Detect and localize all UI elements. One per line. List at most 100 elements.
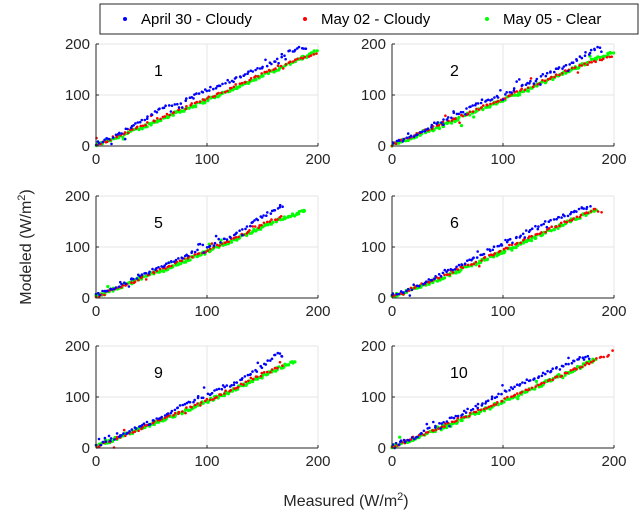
data-point-blue <box>521 381 524 384</box>
data-point-blue <box>540 223 543 227</box>
data-point-green <box>457 115 461 119</box>
data-point-blue <box>206 392 210 396</box>
data-point-blue <box>107 137 111 141</box>
data-point-red <box>193 253 197 256</box>
data-point-blue <box>551 367 554 371</box>
data-point-blue <box>234 76 238 79</box>
y-tick-label: 200 <box>361 36 386 53</box>
data-point-blue <box>504 238 507 242</box>
data-point-blue <box>578 55 582 58</box>
data-point-blue <box>560 216 563 219</box>
data-point-red <box>315 52 318 55</box>
data-point-red <box>294 58 297 62</box>
data-point-red <box>510 395 513 399</box>
data-point-blue <box>288 49 292 52</box>
data-point-blue <box>434 275 437 278</box>
data-point-blue <box>566 214 570 218</box>
data-point-green <box>454 271 458 275</box>
data-point-blue <box>584 355 587 359</box>
data-point-red <box>130 281 133 284</box>
data-point-red <box>508 243 511 247</box>
data-point-blue <box>474 102 478 105</box>
data-point-blue <box>491 248 495 252</box>
data-point-green <box>203 101 207 105</box>
data-point-red <box>610 55 613 58</box>
data-point-red <box>559 221 563 225</box>
data-point-blue <box>232 383 236 387</box>
data-point-red <box>483 255 487 259</box>
data-point-red <box>534 385 537 388</box>
data-point-blue <box>430 278 434 282</box>
data-point-red <box>489 102 492 106</box>
data-point-blue <box>497 392 500 396</box>
data-point-red <box>248 229 251 232</box>
data-point-red <box>106 140 109 144</box>
data-point-red <box>141 124 145 128</box>
data-point-blue <box>212 244 216 247</box>
data-point-red <box>260 371 264 375</box>
data-point-red <box>279 215 283 218</box>
data-point-blue <box>434 424 437 428</box>
data-point-blue <box>453 268 457 271</box>
data-point-red <box>519 241 522 245</box>
data-point-red <box>520 390 524 394</box>
data-point-blue <box>98 293 102 297</box>
data-point-blue <box>304 47 308 50</box>
panel-6: 0 100 200 0 100 200 6 <box>361 188 627 320</box>
data-point-red <box>177 108 181 111</box>
data-point-blue <box>515 235 518 239</box>
data-point-blue <box>226 78 229 82</box>
data-point-blue <box>264 58 267 62</box>
data-point-blue <box>221 384 225 387</box>
data-point-blue <box>596 45 599 49</box>
data-point-blue <box>471 104 475 107</box>
data-point-blue <box>410 288 414 292</box>
data-point-red <box>585 361 589 365</box>
data-point-green <box>194 104 198 108</box>
data-point-red <box>443 425 446 428</box>
data-point-blue <box>251 220 254 224</box>
data-point-blue <box>256 67 259 70</box>
data-point-red <box>523 88 527 92</box>
data-point-blue <box>409 134 413 138</box>
data-point-blue <box>489 249 492 253</box>
data-point-blue <box>515 80 518 83</box>
data-point-blue <box>525 378 529 382</box>
x-tick-label: 0 <box>92 303 100 320</box>
data-point-blue <box>160 265 163 268</box>
data-point-blue <box>585 205 589 209</box>
data-point-red <box>594 60 597 64</box>
data-point-blue <box>229 236 232 239</box>
data-point-blue <box>190 250 194 253</box>
data-point-blue <box>498 244 501 248</box>
data-point-blue <box>508 389 511 392</box>
data-point-blue <box>533 377 536 380</box>
data-point-blue <box>446 116 450 119</box>
data-point-red <box>470 263 473 266</box>
y-tick-label: 100 <box>65 87 90 104</box>
data-point-red <box>554 73 558 76</box>
data-point-green <box>274 69 278 73</box>
data-point-blue <box>270 357 274 361</box>
data-point-blue <box>587 357 591 361</box>
data-point-red <box>590 61 593 64</box>
data-point-blue <box>490 395 494 399</box>
data-point-blue <box>571 61 575 64</box>
data-point-red <box>530 234 533 238</box>
data-point-blue <box>484 400 488 403</box>
data-point-blue <box>217 237 220 241</box>
data-point-blue <box>243 375 247 378</box>
data-point-blue <box>260 216 264 219</box>
data-point-blue <box>539 83 542 86</box>
data-point-blue <box>217 387 221 391</box>
data-point-red <box>531 85 535 89</box>
x-tick-label: 0 <box>388 453 396 470</box>
data-point-green <box>516 394 521 398</box>
data-point-red <box>553 75 556 79</box>
data-point-blue <box>101 140 105 144</box>
data-point-red <box>234 236 238 239</box>
data-point-green <box>437 126 442 131</box>
x-tick-label: 100 <box>194 303 219 320</box>
data-point-red <box>260 72 264 75</box>
data-point-blue <box>264 363 268 366</box>
